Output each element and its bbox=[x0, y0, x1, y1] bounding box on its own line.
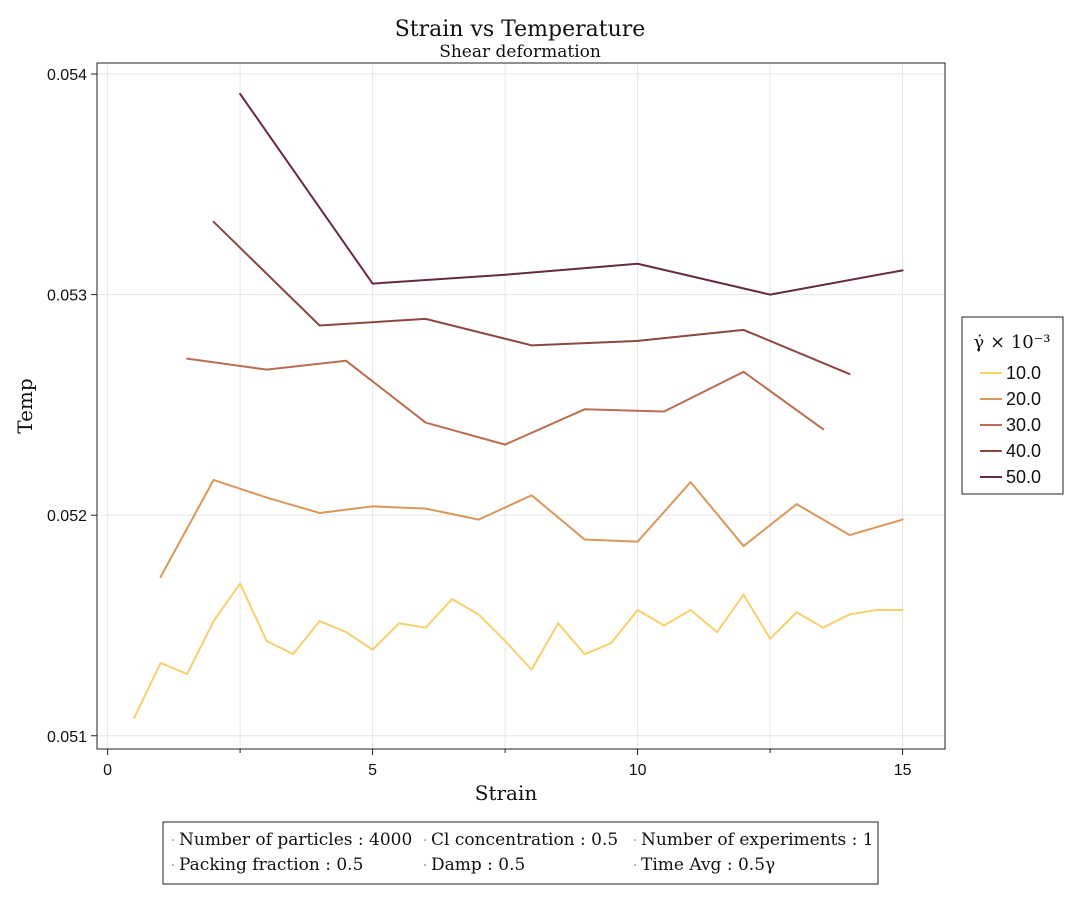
series-line-30.0 bbox=[186, 357, 825, 446]
series-line-50.0 bbox=[239, 92, 904, 296]
legend-label: 40.0 bbox=[1006, 441, 1041, 461]
info-item: Number of experiments : 1 bbox=[641, 830, 874, 850]
legend: γ̇ × 10⁻³ 10.0 20.0 30.0 40.0 50.0 bbox=[961, 316, 1064, 495]
x-tick-label: 15 bbox=[894, 762, 912, 779]
legend-label: 50.0 bbox=[1006, 467, 1041, 487]
x-tick-label: 5 bbox=[368, 762, 377, 779]
legend-label: 20.0 bbox=[1006, 389, 1041, 409]
series-line-20.0 bbox=[159, 478, 904, 578]
info-bullet bbox=[634, 864, 636, 866]
info-bullet bbox=[424, 839, 426, 841]
y-tick-label: 0.052 bbox=[47, 508, 87, 525]
legend-label: 10.0 bbox=[1006, 363, 1041, 383]
series-line-40.0 bbox=[212, 220, 851, 376]
x-tick-label: 10 bbox=[629, 762, 647, 779]
y-axis-title: Temp bbox=[13, 378, 37, 433]
info-item: Damp : 0.5 bbox=[431, 855, 525, 875]
y-tick-label: 0.053 bbox=[47, 288, 87, 305]
x-axis-title: Strain bbox=[475, 781, 538, 805]
x-tick-label: 0 bbox=[103, 762, 112, 779]
info-item: Number of particles : 4000 bbox=[179, 830, 412, 850]
grid bbox=[97, 63, 945, 749]
info-bullet bbox=[172, 864, 174, 866]
legend-title: γ̇ × 10⁻³ bbox=[974, 332, 1051, 353]
legend-box bbox=[961, 316, 1064, 495]
info-bullet bbox=[634, 839, 636, 841]
info-bullet bbox=[172, 839, 174, 841]
legend-label: 30.0 bbox=[1006, 415, 1041, 435]
chart-subtitle: Shear deformation bbox=[439, 42, 601, 62]
series-line-10.0 bbox=[133, 582, 904, 720]
y-tick-label: 0.051 bbox=[47, 729, 87, 746]
series-layer bbox=[133, 92, 904, 720]
info-items: Number of particles : 4000 Cl concentrati… bbox=[172, 830, 874, 875]
info-item: Cl concentration : 0.5 bbox=[431, 830, 618, 850]
info-box: Number of particles : 4000 Cl concentrati… bbox=[162, 821, 879, 885]
plot-frame bbox=[96, 62, 946, 750]
info-bullet bbox=[424, 864, 426, 866]
info-box-frame bbox=[162, 821, 879, 885]
axis-ticks: 0.051 0.052 0.053 0.054 0 5 10 15 bbox=[47, 67, 912, 779]
y-tick-label: 0.054 bbox=[47, 67, 87, 84]
legend-items: 10.0 20.0 30.0 40.0 50.0 bbox=[980, 363, 1041, 487]
chart-title: Strain vs Temperature bbox=[395, 17, 646, 42]
info-item: Time Avg : 0.5γ bbox=[641, 855, 775, 875]
info-item: Packing fraction : 0.5 bbox=[179, 855, 363, 875]
